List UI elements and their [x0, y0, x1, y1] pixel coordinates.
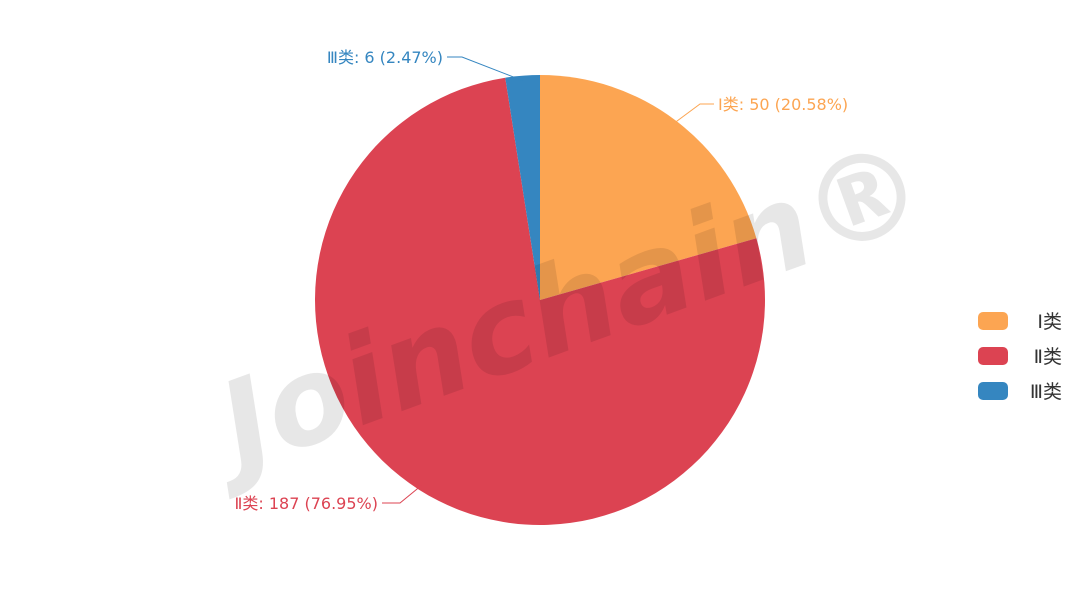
slice-label: Ⅰ类: 50 (20.58%) — [718, 95, 848, 114]
legend-item[interactable]: Ⅲ类 — [1030, 381, 1062, 403]
legend-swatch[interactable] — [978, 347, 1008, 365]
legend-item[interactable]: Ⅱ类 — [1034, 346, 1062, 368]
legend-swatch[interactable] — [978, 382, 1008, 400]
legend: Ⅰ类 Ⅱ类 Ⅲ类 — [978, 311, 1062, 403]
legend-swatch[interactable] — [978, 312, 1008, 330]
pie-slice[interactable] — [315, 77, 765, 526]
legend-item[interactable]: Ⅰ类 — [1037, 311, 1062, 333]
pie-slice[interactable] — [540, 75, 757, 300]
slice-label: Ⅱ类: 187 (76.95%) — [235, 494, 378, 513]
slice-labels: Ⅰ类: 50 (20.58%) Ⅱ类: 187 (76.95%) Ⅲ类: 6 (2.… — [235, 48, 849, 513]
label-leader-line — [447, 56, 524, 82]
pie-slices — [315, 75, 765, 526]
label-leader-line — [672, 103, 714, 125]
label-leader-line — [382, 484, 422, 504]
slice-label: Ⅲ类: 6 (2.47%) — [327, 48, 443, 67]
pie-slice[interactable] — [505, 75, 540, 300]
